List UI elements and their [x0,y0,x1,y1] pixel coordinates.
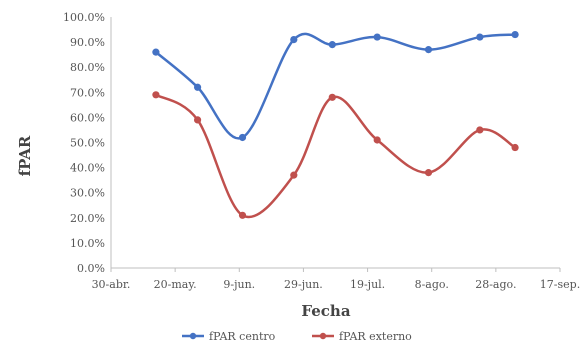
y-axis-title: fPAR [16,135,34,176]
data-point [152,48,160,56]
y-tick-label: 90.0% [70,36,105,49]
y-tick-label: 50.0% [70,137,105,150]
y-tick-label: 0.0% [77,262,105,275]
data-point [290,35,298,44]
series-1 [152,91,519,219]
data-point [193,116,202,124]
y-tick-label: 70.0% [70,86,105,99]
x-axis-title: Fecha [301,302,350,320]
y-tick-label: 30.0% [70,187,105,200]
x-tick-label: 17-sep. [540,278,580,291]
data-point [476,33,484,41]
x-tick-label: 28-ago. [475,278,516,291]
data-point [476,126,484,134]
x-tick-labels: 30-abr. 20-may. 9-jun. 29-jun. 19-jul. 8-ago.… [92,268,580,291]
x-tick-label: 30-abr. [92,278,131,291]
series-layer [152,30,519,219]
y-tick-label: 100.0% [63,11,105,24]
axes [110,17,560,269]
x-tick-label: 8-ago. [415,278,449,291]
data-point [424,46,433,54]
series-0 [152,30,519,142]
data-point [424,169,433,177]
data-point [373,33,381,41]
data-point [511,30,519,39]
legend-item: fPAR centro [182,330,276,343]
data-point [511,143,519,152]
legend-swatch-marker [189,332,197,340]
legend-swatch-marker [319,332,327,340]
data-point [373,136,381,144]
y-tick-label: 20.0% [70,212,105,225]
y-tick-label: 10.0% [70,237,105,250]
x-tick-label: 9-jun. [223,278,255,291]
legend: fPAR centro fPAR externo [182,330,412,343]
data-point [238,133,247,142]
series-line [155,93,516,219]
legend-label: fPAR centro [209,330,276,343]
x-tick-label: 29-jun. [284,278,323,291]
data-point [238,211,247,219]
data-point [328,41,336,49]
y-tick-label: 80.0% [70,61,105,74]
legend-label: fPAR externo [339,330,412,343]
series-line [155,32,516,140]
data-point [152,91,160,99]
y-tick-label: 40.0% [70,162,105,175]
data-point [290,171,298,179]
data-point [328,93,336,101]
data-point [193,83,202,91]
x-tick-label: 19-jul. [350,278,385,291]
y-tick-label: 60.0% [70,111,105,124]
legend-item: fPAR externo [312,330,412,343]
y-tick-labels: 0.0% 10.0% 20.0% 30.0% 40.0% 50.0% 60.0% 70.0% 8… [63,11,105,275]
x-tick-label: 20-may. [154,278,197,291]
